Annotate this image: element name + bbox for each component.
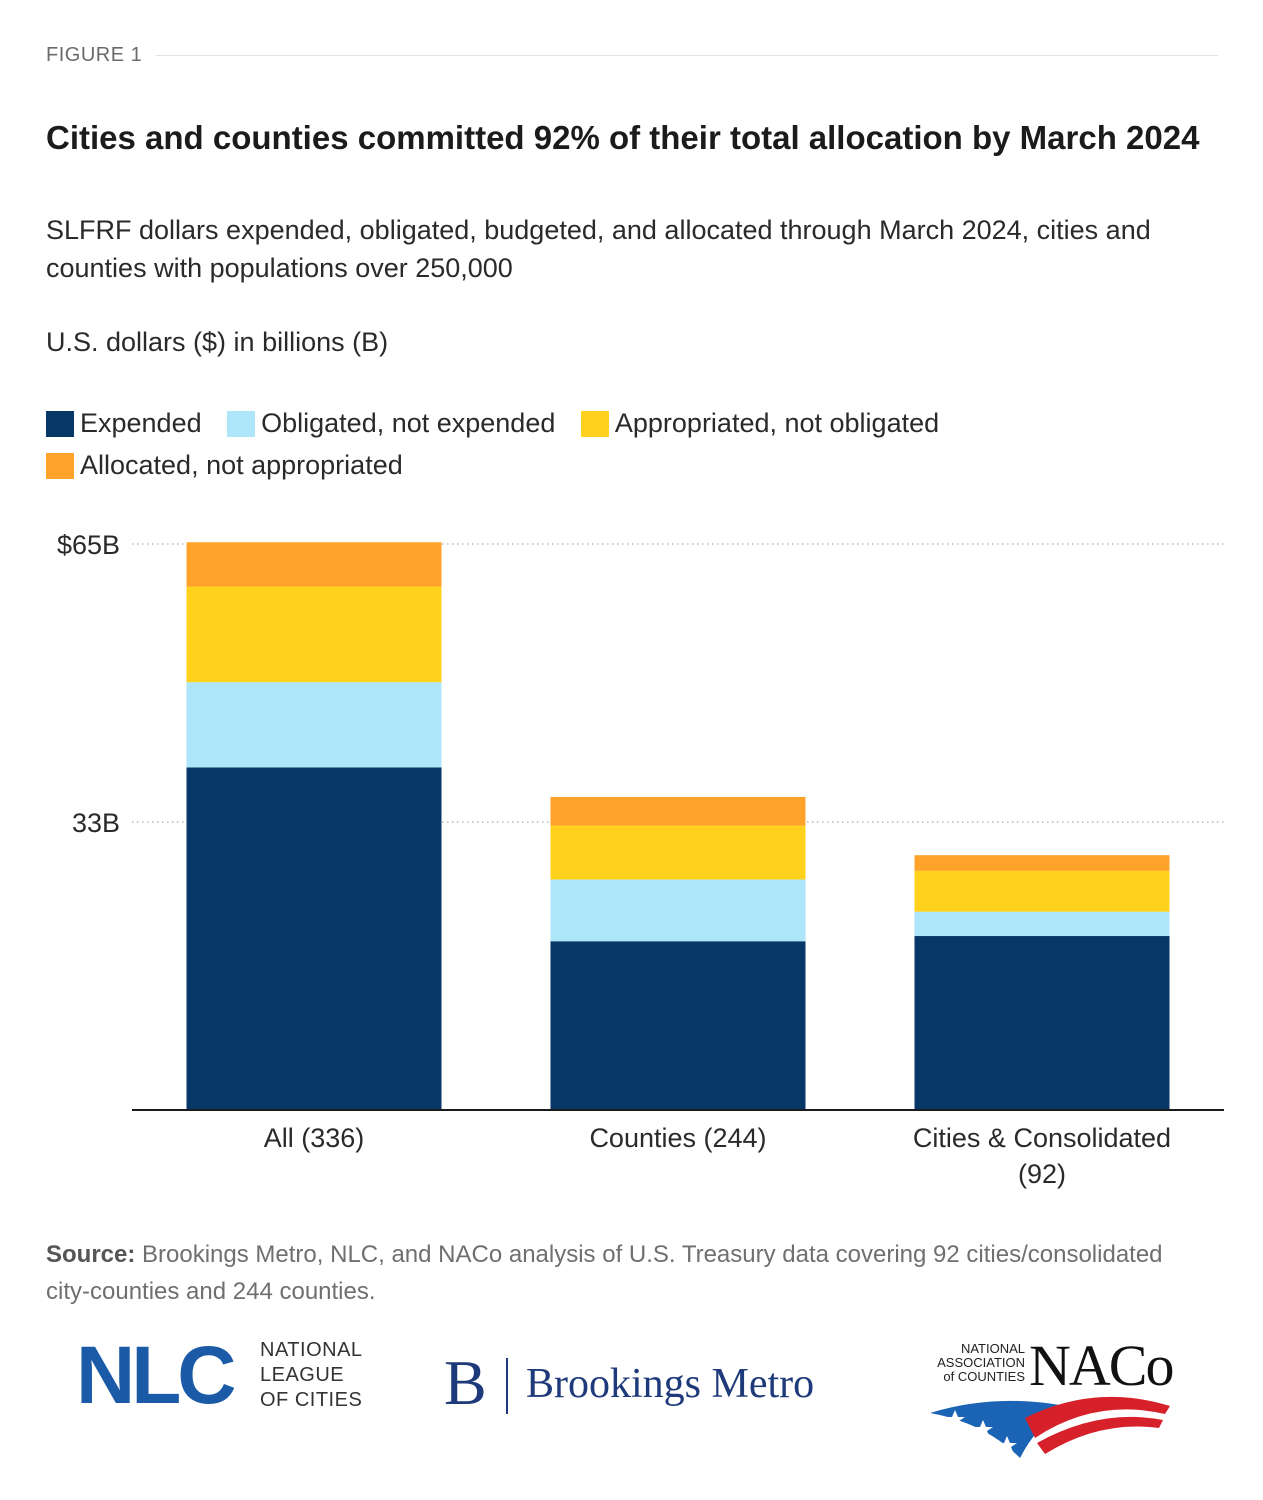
nlc-logo-line-2: LEAGUE: [260, 1364, 345, 1386]
bar-segment-obligated: [914, 911, 1170, 937]
bar-segment-expended: [186, 767, 442, 1109]
brookings-metro-logo: B Brookings Metro: [444, 1347, 864, 1422]
chart-title: Cities and counties committed 92% of the…: [46, 119, 1200, 156]
brookings-logo-mark: B: [444, 1347, 487, 1418]
nlc-logo-line-1: NATIONAL: [260, 1339, 363, 1361]
bar-segment-appropriated: [914, 870, 1170, 912]
naco-logo-wordmark: NATIONAL ASSOCIATION of COUNTIES: [929, 1342, 1025, 1384]
legend-item-appropriated: Appropriated, not obligated: [580, 406, 940, 441]
brookings-logo-wordmark: Brookings Metro: [526, 1361, 815, 1407]
source-note: Source: Brookings Metro, NLC, and NACo a…: [46, 1236, 1166, 1310]
bar-segment-appropriated: [186, 586, 442, 683]
chart-subtitle: SLFRF dollars expended, obligated, budge…: [46, 215, 1151, 283]
stacked-bar-chart: $65B 33B All (336) Counties (244) Cities & C…: [57, 530, 1224, 1189]
figure-divider: [156, 55, 1218, 56]
x-tick-label: All (336): [264, 1123, 365, 1153]
y-tick-label: $65B: [57, 530, 120, 560]
bar-segment-allocated: [186, 542, 442, 587]
legend-item-expended: Expended: [46, 406, 202, 441]
figure-label: FIGURE 1: [46, 44, 143, 66]
naco-logo-line-2: ASSOCIATION: [937, 1355, 1025, 1370]
bar-segment-obligated: [186, 682, 442, 768]
bar-segment-allocated: [914, 855, 1170, 871]
legend-label-appropriated: Appropriated, not obligated: [614, 408, 940, 438]
brookings-logo-divider: [506, 1358, 508, 1414]
x-tick-label: Counties (244): [589, 1123, 766, 1153]
chart-legend: Expended Obligated, not expended Appropr…: [46, 406, 1146, 490]
legend-swatch-allocated: [46, 452, 74, 479]
naco-flag-swoosh-icon: [930, 1396, 1170, 1458]
nlc-logo-wordmark: NATIONAL LEAGUE OF CITIES: [260, 1338, 363, 1413]
legend-label-expended: Expended: [80, 408, 202, 438]
legend-swatch-expended: [46, 410, 74, 437]
source-label: Source:: [46, 1241, 136, 1268]
bar-segment-appropriated: [550, 825, 806, 880]
nlc-logo-mark: NLC: [76, 1330, 237, 1421]
legend-label-allocated: Allocated, not appropriated: [80, 450, 403, 480]
bar-segment-expended: [914, 936, 1170, 1109]
naco-logo: NATIONAL ASSOCIATION of COUNTIES NACo: [925, 1333, 1185, 1468]
bar-segment-allocated: [550, 796, 806, 826]
bar-segment-expended: [550, 941, 806, 1109]
legend-label-obligated: Obligated, not expended: [261, 408, 556, 438]
nlc-logo: NLC NATIONAL LEAGUE OF CITIES: [76, 1330, 376, 1421]
bar-segment-obligated: [550, 879, 806, 942]
legend-swatch-obligated: [227, 410, 256, 437]
naco-logo-mark: NACo: [1029, 1333, 1174, 1398]
source-text: Brookings Metro, NLC, and NACo analysis …: [46, 1241, 1163, 1305]
naco-logo-line-3: of COUNTIES: [943, 1369, 1025, 1384]
x-tick-label: Cities & Consolidated (92): [913, 1123, 1171, 1189]
units-label: U.S. dollars ($) in billions (B): [46, 327, 389, 357]
naco-logo-line-1: NATIONAL: [960, 1341, 1025, 1356]
y-tick-label: 33B: [72, 808, 120, 838]
legend-item-allocated: Allocated, not appropriated: [46, 448, 403, 483]
nlc-logo-line-3: OF CITIES: [260, 1389, 363, 1411]
legend-item-obligated: Obligated, not expended: [227, 406, 555, 441]
legend-swatch-appropriated: [580, 410, 609, 437]
